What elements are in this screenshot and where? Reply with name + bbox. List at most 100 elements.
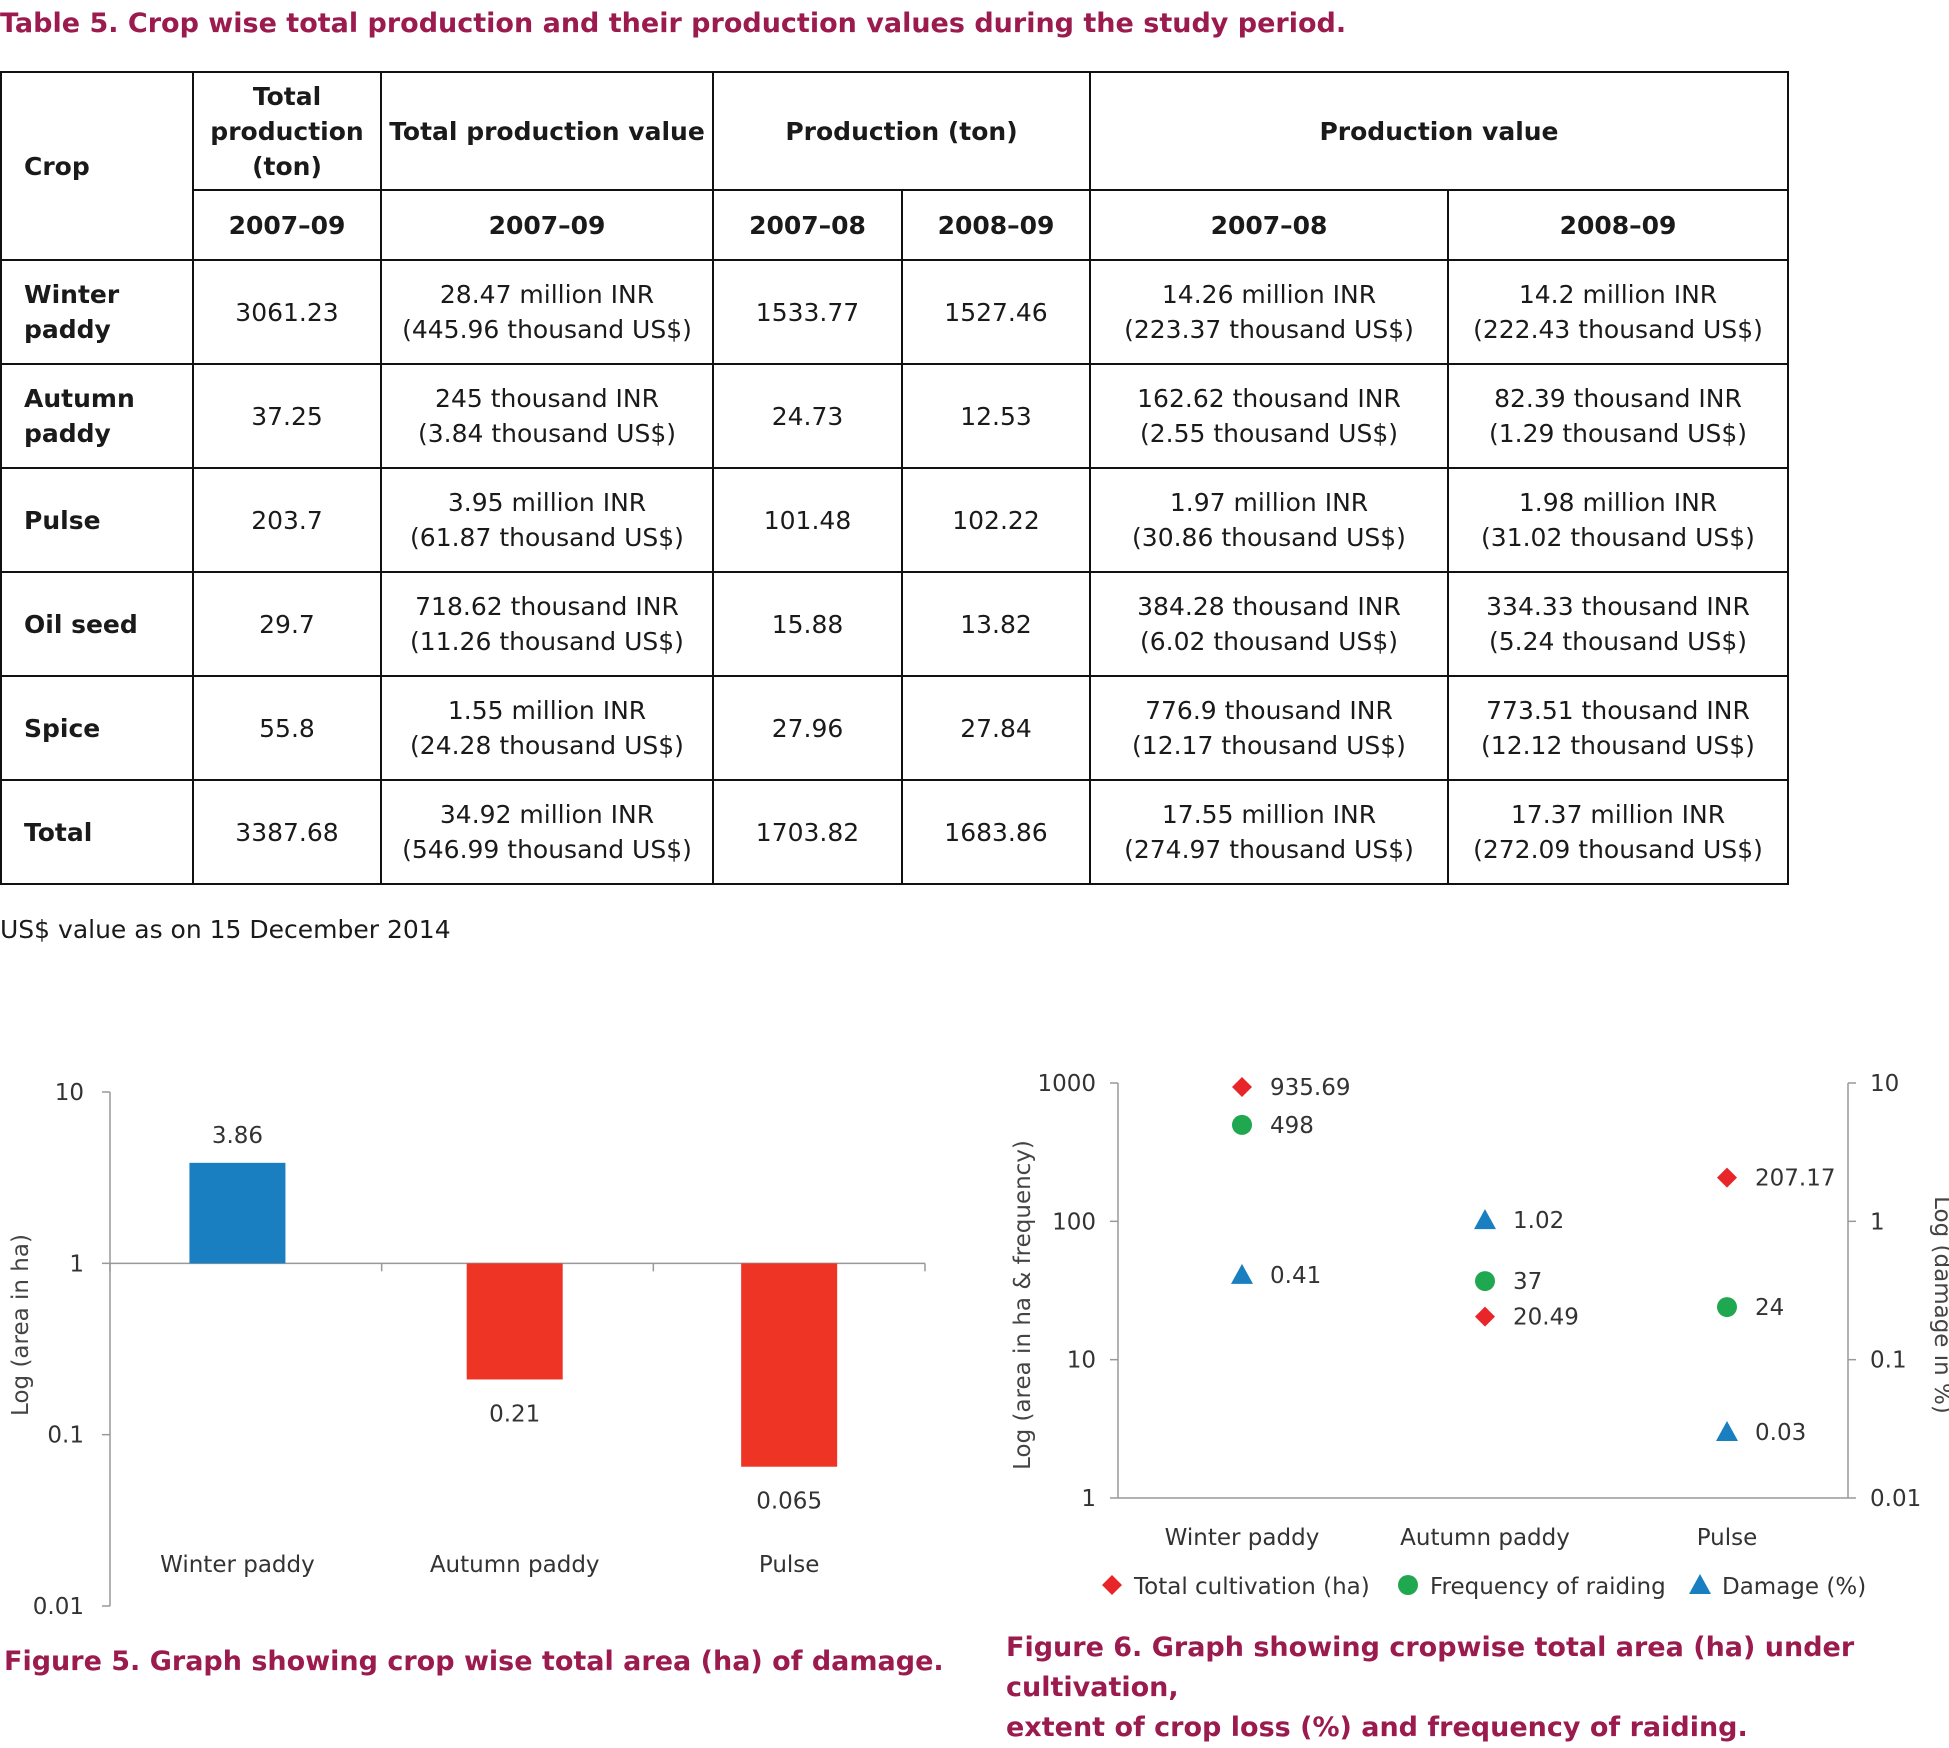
y-tick-label-right: 0.01 xyxy=(1870,1486,1921,1512)
production-value-2008-09-line: (222.43 thousand US$) xyxy=(1473,315,1763,344)
figure6-scatter-chart: Log (area in ha & frequency) Log (damage… xyxy=(1010,1071,1949,1600)
header-period: 2007–09 xyxy=(192,189,382,261)
x-category-label: Pulse xyxy=(759,1552,820,1578)
total-production-value: 28.47 million INR (445.96 thousand US$) xyxy=(380,259,714,365)
production-value-2008-09-line: (31.02 thousand US$) xyxy=(1481,523,1755,552)
production-value-2008-09: 1.98 million INR (31.02 thousand US$) xyxy=(1447,467,1789,573)
x-category-label: Pulse xyxy=(1697,1525,1758,1551)
y-tick-label: 10 xyxy=(55,1080,84,1106)
production-value-2008-09: 17.37 million INR (272.09 thousand US$) xyxy=(1447,779,1789,885)
production-2007-08: 15.88 xyxy=(712,571,903,677)
crop-name-line: Autumn paddy xyxy=(24,384,135,448)
bar-data-label: 0.21 xyxy=(489,1401,540,1427)
production-value-2008-09-line: 1.98 million INR xyxy=(1518,488,1718,517)
data-point-diamond xyxy=(1232,1076,1252,1097)
production-2008-09: 13.82 xyxy=(901,571,1091,677)
total-production-value-line: 1.55 million INR xyxy=(447,696,647,725)
x-category-label: Winter paddy xyxy=(1165,1525,1320,1551)
production-value-2007-08-line: 17.55 million INR xyxy=(1161,800,1377,829)
total-production-value-line: (445.96 thousand US$) xyxy=(402,315,692,344)
production-2007-08-line: 15.88 xyxy=(771,609,844,639)
production-2007-08: 27.96 xyxy=(712,675,903,781)
production-value-2008-09-line: 14.2 million INR xyxy=(1518,280,1718,309)
y-tick-label-right: 0.1 xyxy=(1870,1348,1907,1374)
data-point-label: 37 xyxy=(1513,1269,1542,1295)
production-2007-08-line: 24.73 xyxy=(771,401,844,431)
x-category-label: Autumn paddy xyxy=(1400,1525,1570,1551)
table-row: Spice 55.8 1.55 million INR (24.28 thousand… xyxy=(0,675,1789,781)
crop-name: Spice xyxy=(0,675,194,781)
production-value-2008-09-line: 17.37 million INR xyxy=(1510,800,1726,829)
total-production-line: 3387.68 xyxy=(235,817,339,847)
total-production: 203.7 xyxy=(192,467,382,573)
header-period: 2007–08 xyxy=(712,189,903,261)
data-point-label: 24 xyxy=(1755,1295,1784,1321)
y-tick-label-left: 1 xyxy=(1081,1486,1096,1512)
crop-name: Winter paddy xyxy=(0,259,194,365)
crop-name: Pulse xyxy=(0,467,194,573)
x-category-label: Winter paddy xyxy=(160,1552,315,1578)
y-tick-label-right: 10 xyxy=(1870,1071,1899,1097)
header-total-production: Total production (ton) xyxy=(192,71,382,191)
figure5-bar-chart: Log (area in ha) 10 1 0.1 0.01 3.86 Winter pa… xyxy=(8,1080,926,1620)
production-value-2008-09-line: 773.51 thousand INR xyxy=(1486,696,1750,725)
production-2007-08-line: 1703.82 xyxy=(755,817,860,847)
crop-name-line: Oil seed xyxy=(24,609,138,639)
production-value-2007-08-line: 776.9 thousand INR xyxy=(1145,696,1393,725)
currency-note: US$ value as on 15 December 2014 xyxy=(0,915,451,944)
production-value-2007-08-line: 14.26 million INR xyxy=(1161,280,1377,309)
production-value-2008-09-line: 334.33 thousand INR xyxy=(1486,592,1750,621)
total-production: 3061.23 xyxy=(192,259,382,365)
production-2007-08-line: 27.96 xyxy=(771,713,844,743)
total-production: 55.8 xyxy=(192,675,382,781)
bar xyxy=(466,1263,563,1380)
crop-name-line: Total xyxy=(24,817,93,847)
table-caption: Table 5. Crop wise total production and … xyxy=(0,8,1347,39)
production-2008-09-line: 13.82 xyxy=(960,609,1032,639)
production-value-2007-08-line: (12.17 thousand US$) xyxy=(1132,731,1406,760)
total-production-value: 3.95 million INR (61.87 thousand US$) xyxy=(380,467,714,573)
production-value-2008-09-line: (12.12 thousand US$) xyxy=(1481,731,1755,760)
production-value-2007-08: 1.97 million INR (30.86 thousand US$) xyxy=(1089,467,1449,573)
data-point-label: 0.41 xyxy=(1270,1263,1321,1289)
production-value-2007-08-line: (6.02 thousand US$) xyxy=(1140,627,1398,656)
data-point-triangle xyxy=(1231,1263,1253,1284)
production-2008-09: 27.84 xyxy=(901,675,1091,781)
y-axis-label: Log (area in ha) xyxy=(8,1234,34,1416)
table-row: Oil seed 29.7 718.62 thousand INR (11.26 th… xyxy=(0,571,1789,677)
bar xyxy=(741,1263,838,1467)
crop-name-line: Spice xyxy=(24,713,101,743)
production-2007-08: 1703.82 xyxy=(712,779,903,885)
y-axis-label-right: Log (damage in %) xyxy=(1929,1196,1949,1414)
production-value-2007-08-line: 162.62 thousand INR xyxy=(1137,384,1401,413)
total-production-value-line: 245 thousand INR xyxy=(435,384,659,413)
header-period: 2008–09 xyxy=(901,189,1091,261)
y-tick-label-right: 1 xyxy=(1870,1209,1885,1235)
y-tick-label: 0.1 xyxy=(47,1423,84,1449)
data-point-triangle xyxy=(1716,1420,1738,1441)
production-value-2007-08: 17.55 million INR (274.97 thousand US$) xyxy=(1089,779,1449,885)
total-production-line: 203.7 xyxy=(251,505,323,535)
total-production-value-line: (24.28 thousand US$) xyxy=(410,731,684,760)
x-category-label: Autumn paddy xyxy=(430,1552,600,1578)
data-point-label: 935.69 xyxy=(1270,1075,1350,1101)
total-production-value-line: 718.62 thousand INR xyxy=(415,592,679,621)
y-axis-label-left: Log (area in ha & frequency) xyxy=(1010,1140,1036,1470)
data-point-circle xyxy=(1475,1271,1495,1292)
production-value-2007-08-line: 384.28 thousand INR xyxy=(1137,592,1401,621)
production-2008-09: 1527.46 xyxy=(901,259,1091,365)
data-point-triangle xyxy=(1474,1209,1496,1230)
y-tick-label-left: 100 xyxy=(1052,1209,1096,1235)
total-production-value: 34.92 million INR (546.99 thousand US$) xyxy=(380,779,714,885)
production-value-2008-09-line: (1.29 thousand US$) xyxy=(1489,419,1747,448)
data-point-label: 20.49 xyxy=(1513,1305,1579,1331)
total-production-value-line: (61.87 thousand US$) xyxy=(410,523,684,552)
header-crop: Crop xyxy=(0,71,194,261)
production-2007-08: 1533.77 xyxy=(712,259,903,365)
total-production-value-line: 28.47 million INR xyxy=(439,280,655,309)
figure6-caption-line2: extent of crop loss (%) and frequency of… xyxy=(1006,1712,1748,1743)
production-value-2007-08: 384.28 thousand INR (6.02 thousand US$) xyxy=(1089,571,1449,677)
table-row: Autumn paddy 37.25 245 thousand INR (3.84 t… xyxy=(0,363,1789,469)
production-value-2007-08: 776.9 thousand INR (12.17 thousand US$) xyxy=(1089,675,1449,781)
legend-marker-circle xyxy=(1398,1575,1418,1595)
